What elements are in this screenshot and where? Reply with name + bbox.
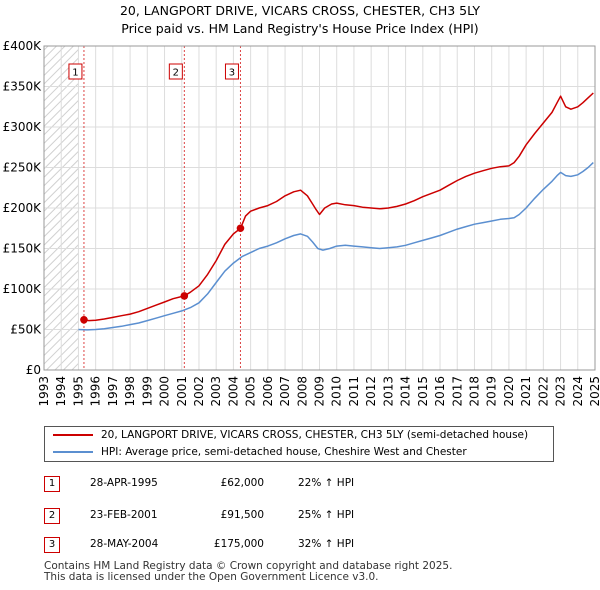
hpi-line	[78, 162, 594, 331]
price-chart: 1 2 3 £0 £50K £100K £150K £200K £250K £300K £350K…	[3, 39, 600, 407]
table-row: 2 23-FEB-2001 £91,500 25% ↑ HPI	[44, 508, 464, 526]
table-row: 1 28-APR-1995 £62,000 22% ↑ HPI	[44, 476, 464, 494]
x-tick-label: 2017	[450, 376, 464, 407]
sale-hpi-diff: 25% ↑ HPI	[298, 509, 355, 521]
y-tick-label: £50K	[10, 323, 42, 337]
x-tick-label: 2007	[278, 376, 292, 407]
x-tick-label: 2003	[209, 376, 223, 407]
sale-hpi-diff: 22% ↑ HPI	[298, 477, 355, 489]
x-tick-label: 2001	[175, 376, 189, 407]
sale-marker-box	[224, 63, 239, 80]
legend-label-property: 20, LANGPORT DRIVE, VICARS CROSS, CHESTE…	[101, 429, 529, 441]
sale-marker-3: 3	[224, 63, 239, 80]
footer-licence: This data is licensed under the Open Gov…	[44, 571, 379, 583]
x-tick-label: 1998	[123, 376, 137, 407]
chart-title-line1: 20, LANGPORT DRIVE, VICARS CROSS, CHESTE…	[119, 3, 481, 18]
sale-hpi-diff: 32% ↑ HPI	[298, 538, 355, 550]
legend-entry-property: 20, LANGPORT DRIVE, VICARS CROSS, CHESTE…	[53, 427, 528, 443]
x-tick-label: 2006	[261, 376, 275, 407]
legend: 20, LANGPORT DRIVE, VICARS CROSS, CHESTE…	[44, 426, 554, 462]
sale-markers: 1 2 3	[68, 63, 239, 80]
y-tick-label: £200K	[3, 201, 43, 215]
x-tick-label: 2008	[295, 376, 309, 407]
sale-point	[80, 315, 88, 324]
legend-label-hpi: HPI: Average price, semi-detached house,…	[101, 446, 467, 458]
legend-swatch-property	[53, 434, 93, 436]
x-tick-label: 2022	[536, 376, 550, 407]
sale-number-badge: 2	[44, 508, 60, 524]
x-tick-label: 2025	[588, 376, 600, 407]
y-tick-label: £350K	[3, 80, 43, 94]
y-tick-label: £150K	[3, 242, 43, 256]
sale-marker-box	[168, 63, 183, 80]
x-tick-label: 1993	[37, 376, 51, 407]
x-tick-label: 2015	[416, 376, 430, 407]
sale-number-badge: 1	[44, 476, 60, 492]
x-tick-label: 1996	[89, 376, 103, 407]
sale-marker-label: 3	[229, 68, 235, 79]
property-price-line	[83, 92, 594, 322]
chart-title: 20, LANGPORT DRIVE, VICARS CROSS, CHESTE…	[0, 2, 600, 38]
x-tick-label: 1994	[54, 376, 68, 407]
x-tick-label: 2000	[158, 376, 172, 407]
sale-marker-label: 2	[173, 68, 179, 79]
y-tick-label: £100K	[3, 282, 43, 296]
footer-copyright: Contains HM Land Registry data © Crown c…	[44, 560, 453, 572]
sale-date: 23-FEB-2001	[90, 509, 158, 521]
sale-points	[80, 224, 245, 324]
sale-marker-2: 2	[168, 63, 183, 80]
sale-marker-1: 1	[68, 63, 83, 80]
y-tick-label: £300K	[3, 120, 43, 134]
x-tick-label: 2004	[226, 376, 240, 407]
sale-date: 28-APR-1995	[90, 477, 158, 489]
x-tick-label: 2021	[519, 376, 533, 407]
x-tick-label: 1999	[140, 376, 154, 407]
sale-number-badge: 3	[44, 537, 60, 553]
table-row: 3 28-MAY-2004 £175,000 32% ↑ HPI	[44, 537, 464, 555]
x-tick-label: 2024	[571, 376, 585, 407]
y-axis-ticks: £0 £50K £100K £150K £200K £250K £300K £350K £400…	[3, 39, 43, 377]
x-tick-label: 2019	[485, 376, 499, 407]
footer: Contains HM Land Registry data © Crown c…	[44, 561, 452, 583]
sale-price: £62,000	[220, 477, 264, 489]
sale-point	[236, 224, 245, 233]
x-tick-label: 1995	[71, 376, 85, 407]
x-tick-label: 2011	[347, 376, 361, 407]
x-axis-ticks: 1993 1994 1995 1996 1997 1998 1999 2000 2001 2002…	[37, 376, 600, 407]
x-tick-label: 2010	[330, 376, 344, 407]
sale-price: £91,500	[220, 509, 264, 521]
legend-swatch-hpi	[53, 451, 93, 453]
plot-border	[43, 45, 596, 371]
y-tick-label: £0	[26, 363, 41, 377]
x-tick-label: 2005	[244, 376, 258, 407]
chart-title-line2: Price paid vs. HM Land Registry's House …	[121, 21, 479, 36]
x-tick-label: 2002	[192, 376, 206, 407]
x-tick-label: 1997	[106, 376, 120, 407]
y-tick-label: £400K	[3, 39, 43, 53]
x-tick-label: 2018	[467, 376, 481, 407]
sale-marker-label: 1	[72, 68, 78, 79]
x-tick-label: 2014	[399, 376, 413, 407]
sale-marker-box	[68, 63, 83, 80]
x-tick-label: 2013	[381, 376, 395, 407]
legend-entry-hpi: HPI: Average price, semi-detached house,…	[53, 444, 467, 460]
y-tick-label: £250K	[3, 161, 43, 175]
x-tick-label: 2020	[502, 376, 516, 407]
sale-date: 28-MAY-2004	[90, 538, 159, 550]
x-tick-label: 2012	[364, 376, 378, 407]
x-tick-label: 2016	[433, 376, 447, 407]
x-tick-label: 2009	[313, 376, 327, 407]
sale-price: £175,000	[213, 538, 264, 550]
sale-point	[180, 292, 189, 300]
series-lines	[78, 92, 594, 331]
x-tick-label: 2023	[554, 376, 568, 407]
